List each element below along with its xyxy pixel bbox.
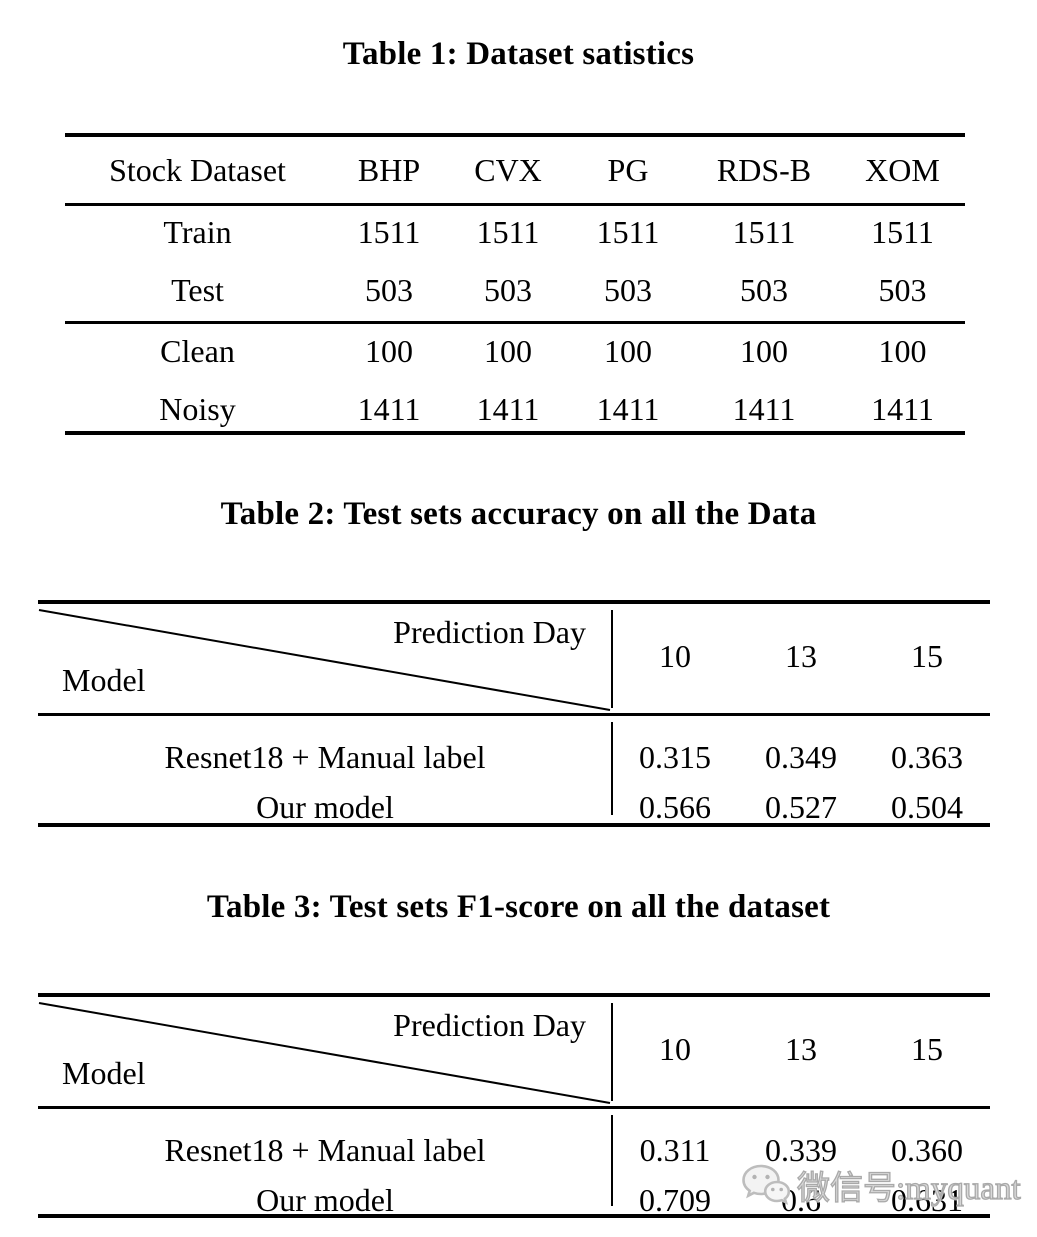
column-header: XOM <box>865 151 940 188</box>
value-cell: 0.631 <box>891 1181 963 1218</box>
day-column-header: 13 <box>785 1031 817 1067</box>
value-cell: 0.566 <box>639 788 711 825</box>
day-column-header: 10 <box>659 1031 691 1067</box>
value-cell: 1411 <box>357 390 421 427</box>
diagonal-line <box>38 1002 611 1104</box>
value-cell: 1511 <box>732 213 796 250</box>
value-cell: 0.360 <box>891 1131 963 1168</box>
column-divider <box>611 610 613 708</box>
table-row: Clean 100 100 100 100 100 <box>65 322 965 380</box>
table-1-caption: Table 1: Dataset satistics <box>342 36 695 72</box>
value-cell: 0.527 <box>765 788 837 825</box>
value-cell: 0.349 <box>765 738 837 775</box>
day-column-headers: 10 13 15 <box>612 638 990 675</box>
table-3: Prediction Day Model 10 13 15 Resnet18 +… <box>38 993 990 1218</box>
table-row: Our model 0.709 0.6 0.631 <box>38 1175 990 1225</box>
table-2: Prediction Day Model 10 13 15 Resnet18 +… <box>38 600 990 827</box>
value-cell: 0.363 <box>891 738 963 775</box>
table-2-header: Prediction Day Model 10 13 15 <box>38 604 990 716</box>
value-cell: 503 <box>878 271 927 308</box>
value-cell: 1411 <box>476 390 540 427</box>
day-column-header: 10 <box>659 638 691 674</box>
table-row: Resnet18 + Manual label 0.311 0.339 0.36… <box>38 1125 990 1175</box>
row-label: Clean <box>160 332 235 369</box>
prediction-day-label: Prediction Day <box>393 614 586 650</box>
mid-rule <box>38 1106 990 1109</box>
row-label: Our model <box>256 788 394 825</box>
day-column-header: 15 <box>911 1031 943 1067</box>
value-cell: 100 <box>365 332 413 369</box>
table-3-header: Prediction Day Model 10 13 15 <box>38 997 990 1109</box>
table-1-header-row: Stock Dataset BHP CVX PG RDS-B XOM <box>65 137 965 203</box>
value-cell: 1511 <box>596 213 660 250</box>
column-header: Stock Dataset <box>109 151 286 188</box>
value-cell: 0.311 <box>639 1131 711 1168</box>
column-header: BHP <box>357 151 421 188</box>
diagonal-line <box>38 609 611 711</box>
day-column-header: 13 <box>785 638 817 674</box>
value-cell: 100 <box>740 332 788 369</box>
row-label: Resnet18 + Manual label <box>164 1131 486 1168</box>
value-cell: 100 <box>878 332 927 369</box>
table-row: Test 503 503 503 503 503 <box>65 261 965 319</box>
model-label: Model <box>62 1055 146 1091</box>
value-cell: 503 <box>740 271 788 308</box>
value-cell: 0.709 <box>639 1181 711 1218</box>
day-column-header: 15 <box>911 638 943 674</box>
row-label: Noisy <box>159 390 236 427</box>
value-cell: 503 <box>604 271 652 308</box>
column-header: PG <box>607 151 649 188</box>
value-cell: 1511 <box>871 213 934 250</box>
value-cell: 1511 <box>476 213 540 250</box>
column-divider <box>611 1115 613 1206</box>
day-column-headers: 10 13 15 <box>612 1031 990 1068</box>
table-row: Train 1511 1511 1511 1511 1511 <box>65 203 965 261</box>
value-cell: 100 <box>604 332 652 369</box>
mid-rule <box>65 321 965 324</box>
value-cell: 100 <box>484 332 532 369</box>
value-cell: 1511 <box>357 213 421 250</box>
table-row: Noisy 1411 1411 1411 1411 1411 <box>65 380 965 438</box>
value-cell: 1411 <box>596 390 660 427</box>
model-label: Model <box>62 662 146 698</box>
value-cell: 503 <box>365 271 413 308</box>
column-header: RDS-B <box>716 151 812 188</box>
value-cell: 0.315 <box>639 738 711 775</box>
value-cell: 1411 <box>732 390 796 427</box>
column-header: CVX <box>474 151 542 188</box>
row-label: Resnet18 + Manual label <box>164 738 486 775</box>
row-label: Our model <box>256 1181 394 1218</box>
value-cell: 503 <box>484 271 532 308</box>
row-label: Test <box>171 271 224 308</box>
value-cell: 0.6 <box>781 1181 821 1218</box>
table-1: Stock Dataset BHP CVX PG RDS-B XOM Train… <box>65 133 965 435</box>
row-label: Train <box>163 213 232 250</box>
table-row: Resnet18 + Manual label 0.315 0.349 0.36… <box>38 732 990 782</box>
value-cell: 0.504 <box>891 788 963 825</box>
header-rule <box>65 203 965 206</box>
value-cell: 0.339 <box>765 1131 837 1168</box>
table-3-caption: Table 3: Test sets F1-score on all the d… <box>206 889 831 925</box>
table-row: Our model 0.566 0.527 0.504 <box>38 782 990 832</box>
value-cell: 1411 <box>871 390 934 427</box>
column-divider <box>611 1003 613 1101</box>
table-2-caption: Table 2: Test sets accuracy on all the D… <box>220 496 817 532</box>
column-divider <box>611 722 613 815</box>
prediction-day-label: Prediction Day <box>393 1007 586 1043</box>
mid-rule <box>38 713 990 716</box>
